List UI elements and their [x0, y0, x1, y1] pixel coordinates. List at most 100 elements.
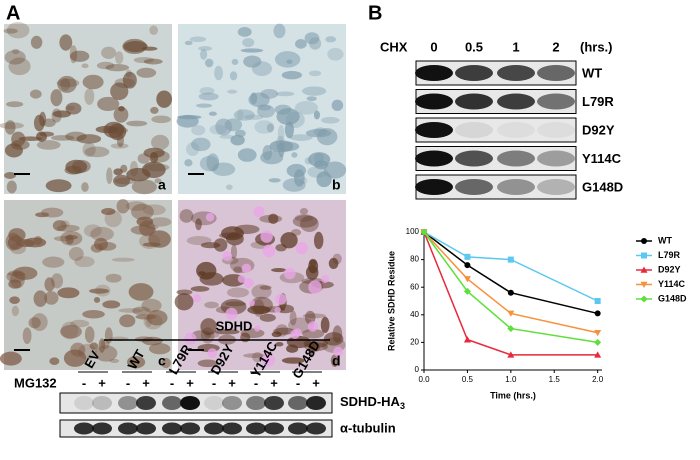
tissue: [225, 184, 233, 190]
legend-label: G148D: [658, 293, 687, 303]
tissue: [28, 317, 41, 329]
band: [204, 422, 224, 435]
image-label: b: [332, 177, 341, 193]
tissue: [64, 234, 78, 240]
tissue: [243, 55, 262, 68]
tissue: [266, 123, 275, 133]
tissue: [82, 142, 96, 157]
timepoint: 0.5: [465, 39, 483, 54]
tissue: [192, 294, 201, 303]
tissue: [333, 346, 344, 357]
tissue: [280, 232, 298, 249]
tissue: [261, 353, 275, 367]
tissue: [273, 327, 295, 335]
tissue: [151, 134, 170, 151]
tissue: [257, 104, 275, 118]
band: [455, 179, 493, 195]
tissue: [11, 48, 20, 55]
row-label: G148D: [582, 179, 623, 194]
tissue: [8, 57, 31, 76]
tissue: [230, 134, 245, 146]
tissue: [262, 244, 276, 258]
tissue: [45, 179, 72, 193]
tissue: [260, 230, 273, 243]
y-axis-title: Relative SDHD Residue: [386, 251, 396, 351]
tissue: [105, 273, 122, 283]
band-subscript: 3: [400, 401, 405, 411]
tissue: [84, 326, 95, 343]
tissue: [50, 89, 63, 107]
tissue: [12, 266, 38, 280]
band: [74, 396, 94, 410]
tissue: [148, 343, 171, 355]
tissue: [63, 349, 87, 367]
tissue: [49, 357, 60, 366]
band: [455, 150, 493, 167]
tissue: [57, 75, 77, 93]
tissue: [149, 217, 172, 227]
band: [497, 150, 535, 167]
tissue: [136, 67, 157, 78]
tissue: [248, 299, 255, 307]
tissue: [191, 125, 206, 136]
tissue: [323, 332, 344, 346]
tissue: [219, 134, 235, 139]
tissue: [302, 313, 326, 319]
series-line: [423, 231, 598, 356]
band: [204, 396, 224, 410]
tissue: [306, 96, 317, 102]
tissue: [76, 134, 102, 144]
timepoint: 2: [552, 39, 559, 54]
tissue: [59, 34, 73, 51]
sign: -: [170, 375, 174, 390]
unit-label: (hrs.): [580, 39, 613, 54]
tissue: [122, 71, 137, 89]
row-label: L79R: [582, 94, 614, 109]
tissue: [206, 153, 220, 172]
tissue: [44, 277, 55, 292]
x-tick-label: 0.5: [462, 375, 474, 384]
band-label: SDHD-HA3: [340, 394, 405, 411]
tissue: [331, 99, 344, 111]
tissue: [116, 198, 130, 214]
tissue: [104, 327, 113, 344]
tissue: [230, 244, 238, 260]
tissue: [213, 238, 228, 252]
tissue: [29, 89, 42, 99]
series-line: [423, 231, 598, 302]
tissue: [191, 137, 211, 152]
tissue: [52, 220, 67, 232]
band: [264, 422, 284, 435]
band: [497, 65, 535, 81]
series-line: [423, 231, 598, 334]
tissue: [237, 148, 257, 162]
tissue: [304, 32, 320, 45]
tissue: [195, 103, 213, 108]
x-tick-label: 1.0: [505, 375, 517, 384]
tissue: [184, 332, 197, 345]
tissue: [299, 215, 319, 232]
tissue: [110, 143, 129, 149]
tissue: [286, 59, 293, 65]
series-line: [423, 231, 598, 344]
tissue: [268, 213, 279, 224]
tissue: [200, 49, 208, 60]
tissue: [197, 359, 219, 368]
tissue: [237, 108, 244, 121]
tissue: [259, 285, 272, 290]
tissue: [44, 291, 59, 305]
sign: -: [254, 375, 258, 390]
tissue: [273, 23, 286, 39]
tissue: [275, 293, 287, 305]
band: [537, 122, 575, 138]
tissue: [281, 70, 302, 80]
tissue: [33, 290, 48, 307]
band-label: α-tubulin: [340, 420, 396, 435]
tissue: [253, 206, 265, 218]
tissue: [233, 109, 255, 121]
tissue: [84, 88, 95, 105]
sign: -: [296, 375, 300, 390]
tissue: [4, 50, 26, 65]
tissue: [102, 300, 121, 309]
legend-label: D92Y: [658, 264, 681, 274]
